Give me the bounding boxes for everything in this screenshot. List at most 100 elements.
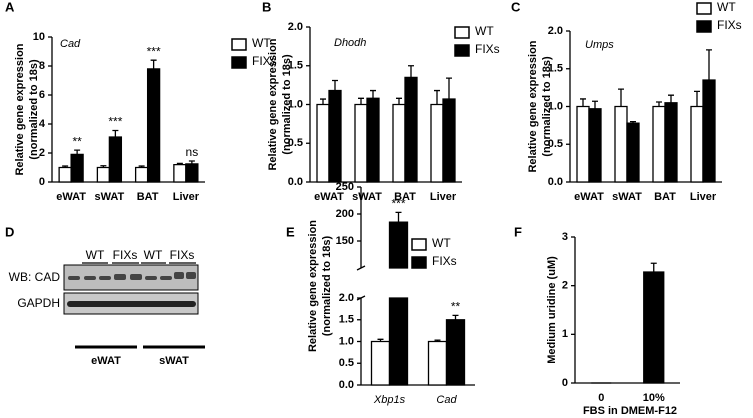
- y-tick-label: 2.0: [288, 21, 303, 33]
- y-tick-label: 10: [33, 31, 45, 43]
- x-tick-label: BAT: [394, 191, 416, 203]
- y-tick-label: 1.5: [548, 63, 563, 75]
- x-tick-label: sWAT: [612, 191, 642, 203]
- group-label: eWAT: [91, 355, 121, 367]
- y-tick-label: 0.5: [548, 138, 563, 150]
- legend-swatch: [411, 256, 427, 269]
- error-bar: [618, 88, 624, 107]
- bar: [134, 166, 149, 183]
- bar: [96, 166, 111, 183]
- error-bar: [580, 98, 586, 107]
- panel-label: A: [5, 0, 15, 14]
- y-tick-label: 1.0: [548, 100, 563, 112]
- legend-swatch: [454, 26, 470, 39]
- x-tick-label: Liver: [690, 191, 717, 203]
- legend-label: FIXs: [717, 18, 742, 32]
- y-tick-label: 2.0: [548, 25, 563, 37]
- legend-label: FIXs: [432, 254, 457, 268]
- bar: [626, 122, 640, 183]
- x-tick-label: Xbp1s: [373, 394, 406, 406]
- annotation: ***: [391, 197, 405, 211]
- panel-label: E: [286, 224, 295, 239]
- error-bar: [446, 77, 452, 100]
- x-tick-label: 10%: [643, 392, 665, 404]
- y-tick-label: 0.0: [339, 379, 354, 391]
- y-axis-label: Relative gene expression: [267, 38, 279, 170]
- error-bar: [592, 100, 598, 109]
- axis-break: [356, 295, 366, 301]
- bar: [588, 108, 602, 183]
- y-axis-label: Relative gene expression: [14, 43, 26, 175]
- legend-swatch: [231, 56, 247, 69]
- bar: [173, 163, 187, 183]
- bar: [108, 136, 123, 183]
- annotation: **: [451, 300, 461, 314]
- error-bar: [434, 89, 440, 105]
- group-label: sWAT: [159, 355, 189, 367]
- legend-swatch: [696, 2, 712, 15]
- western-blot: D WT FIXs WT FIXs WB: CAD GAPDH eWAT sWA…: [5, 224, 205, 367]
- legend-swatch: [411, 238, 427, 251]
- gene-label: Cad: [60, 38, 81, 50]
- bar: [702, 79, 716, 183]
- x-tick-label: eWAT: [314, 191, 344, 203]
- y-tick-label: 4: [39, 118, 46, 130]
- bar: [445, 319, 466, 386]
- bar: [404, 76, 418, 183]
- legend-label: WT: [432, 236, 451, 250]
- legend-swatch: [454, 44, 470, 57]
- lane-label: WT: [86, 248, 105, 262]
- y-tick-label: 3: [562, 231, 568, 243]
- error-bar: [62, 165, 69, 168]
- legend-label: WT: [717, 0, 736, 14]
- y-tick-label: 1.5: [288, 60, 303, 72]
- error-bar: [650, 262, 657, 273]
- bar: [430, 103, 444, 183]
- bar: [370, 340, 391, 386]
- y-tick-label: 1.0: [288, 98, 303, 110]
- bar: [576, 105, 590, 183]
- gene-label: Dhodh: [334, 37, 366, 49]
- legend-label: FIXs: [475, 42, 500, 56]
- y-axis-label: Relative gene expression: [307, 220, 319, 352]
- bar: [366, 97, 380, 183]
- bar: [316, 103, 330, 183]
- error-bar: [370, 89, 376, 99]
- y-tick-label: 8: [39, 60, 45, 72]
- y-tick-label: 0.0: [548, 176, 563, 188]
- lane-label: FIXs: [170, 248, 195, 262]
- error-bar: [377, 338, 384, 342]
- panel-label: F: [514, 224, 522, 239]
- error-bar: [320, 98, 326, 105]
- legend-label: WT: [252, 36, 271, 50]
- y-axis-label: Relative gene expression: [527, 40, 539, 172]
- error-bar: [138, 165, 145, 168]
- y-axis-label: (normalized to 18s): [28, 59, 40, 160]
- y-tick-label: 0.0: [288, 176, 303, 188]
- legend-label: WT: [475, 24, 494, 38]
- x-tick-label: BAT: [654, 191, 676, 203]
- y-tick-label: 250: [336, 181, 354, 193]
- error-bar: [452, 314, 459, 320]
- bar: [354, 103, 368, 183]
- annotation: ***: [108, 115, 122, 129]
- legend-swatch: [231, 38, 247, 51]
- y-tick-label: 6: [39, 89, 45, 101]
- gene-label: Umps: [585, 39, 614, 51]
- bar: [388, 221, 409, 386]
- annotation: **: [72, 134, 82, 148]
- annotation: ***: [147, 44, 161, 58]
- x-tick-label: BAT: [137, 191, 159, 203]
- bar: [652, 105, 666, 183]
- error-bar: [74, 149, 81, 155]
- y-tick-label: 2: [562, 280, 568, 292]
- error-bar: [100, 165, 107, 168]
- y-tick-label: 1.5: [339, 314, 354, 326]
- error-bar: [150, 59, 157, 69]
- bar: [185, 163, 199, 183]
- x-tick-label: Liver: [430, 191, 457, 203]
- bar: [70, 153, 84, 183]
- x-tick-label: sWAT: [352, 191, 382, 203]
- bar: [328, 89, 342, 183]
- bar: [146, 68, 161, 183]
